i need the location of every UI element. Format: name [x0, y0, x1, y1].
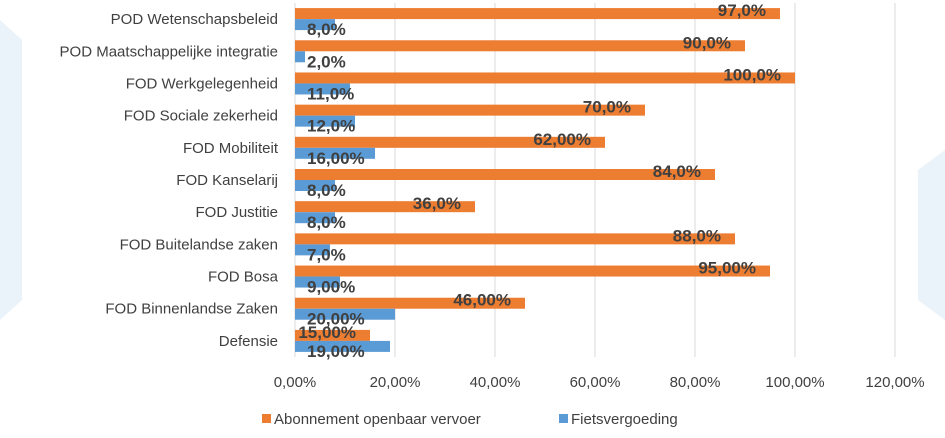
legend-label: Abonnement openbaar vervoer [274, 411, 481, 428]
x-tick-label: 0,00% [274, 374, 317, 391]
data-label-fietsvergoeding: 8,0% [307, 181, 346, 200]
legend-swatch [559, 414, 568, 423]
x-tick-label: 20,00% [370, 374, 421, 391]
category-label: FOD Justitie [195, 204, 278, 221]
category-label: POD Maatschappelijke integratie [60, 43, 278, 60]
bar-abonnement [295, 265, 770, 277]
bar-fietsvergoeding [295, 244, 330, 256]
x-tick-label: 60,00% [570, 374, 621, 391]
data-label-fietsvergoeding: 8,0% [307, 20, 346, 39]
x-tick-label: 80,00% [670, 374, 721, 391]
category-label: Defensie [219, 333, 278, 350]
data-labels: 97,0% 8,0% 90,0% 2,0% 100,0% 11,0% 70,0% 12,0% 6… [298, 1, 781, 361]
data-label-fietsvergoeding: 9,00% [307, 278, 355, 297]
category-labels: POD Wetenschapsbeleid POD Maatschappelijk… [60, 11, 279, 350]
data-label-fietsvergoeding: 7,0% [307, 245, 346, 264]
category-label: FOD Mobiliteit [183, 140, 279, 157]
bar-abonnement [295, 201, 475, 213]
data-label-fietsvergoeding: 12,0% [307, 117, 355, 136]
data-label-fietsvergoeding: 8,0% [307, 213, 346, 232]
background-shape-left [0, 20, 22, 320]
bar-fietsvergoeding [295, 340, 390, 352]
data-label-abonnement: 95,00% [698, 259, 756, 278]
x-tick-label: 40,00% [470, 374, 521, 391]
x-tick-label: 100,00% [765, 374, 824, 391]
x-axis-ticks: 0,00% 20,00% 40,00% 60,00% 80,00% 100,00% 120,… [274, 374, 925, 391]
bar-fietsvergoeding [295, 19, 335, 31]
data-label-abonnement: 97,0% [718, 1, 766, 20]
bar-fietsvergoeding [295, 212, 335, 224]
category-label: FOD Werkgelegenheid [126, 75, 278, 92]
legend-swatch [262, 414, 271, 423]
data-label-fietsvergoeding: 16,00% [307, 149, 365, 168]
category-label: POD Wetenschapsbeleid [111, 11, 278, 28]
x-tick-label: 120,00% [865, 374, 924, 391]
bar-fietsvergoeding [295, 83, 350, 95]
data-label-abonnement: 36,0% [413, 194, 461, 213]
data-label-abonnement: 100,0% [723, 65, 781, 84]
bar-fietsvergoeding [295, 276, 340, 288]
bar-fietsvergoeding [295, 180, 335, 191]
bar-fietsvergoeding [295, 308, 395, 320]
data-label-abonnement: 90,0% [683, 33, 731, 52]
data-label-abonnement: 70,0% [583, 98, 631, 117]
bar-abonnement [295, 104, 645, 116]
bar-abonnement [295, 72, 795, 84]
data-label-fietsvergoeding: 20,00% [307, 310, 365, 329]
bar-abonnement [295, 136, 605, 148]
bar-abonnement [295, 169, 715, 180]
category-label: FOD Buitelandse zaken [120, 236, 278, 253]
bar-fietsvergoeding [295, 115, 355, 127]
category-label: FOD Bosa [208, 269, 279, 286]
data-label-abonnement: 84,0% [653, 162, 701, 181]
data-label-abonnement: 46,00% [453, 291, 511, 310]
bar-fietsvergoeding [295, 51, 305, 63]
bar-abonnement [295, 329, 370, 341]
legend: Abonnement openbaar vervoer Fietsvergoedi… [262, 411, 678, 428]
background-shape-right [918, 150, 945, 320]
data-label-fietsvergoeding: 2,0% [307, 52, 346, 71]
bar-abonnement [295, 8, 780, 20]
bar-abonnement [295, 233, 735, 245]
legend-label: Fietsvergoeding [571, 411, 678, 428]
category-label: FOD Binnenlandse Zaken [105, 301, 278, 318]
category-label: FOD Kanselarij [176, 172, 278, 189]
bar-abonnement [295, 297, 525, 309]
data-label-abonnement: 62,00% [533, 130, 591, 149]
bar-fietsvergoeding [295, 147, 375, 159]
data-label-fietsvergoeding: 19,00% [307, 342, 365, 361]
category-label: FOD Sociale zekerheid [124, 108, 278, 125]
bars [295, 8, 795, 352]
data-label-fietsvergoeding: 11,0% [307, 84, 354, 103]
data-label-abonnement: 88,0% [673, 226, 721, 245]
bar-abonnement [295, 40, 745, 52]
data-label-abonnement: 15,00% [298, 323, 356, 342]
